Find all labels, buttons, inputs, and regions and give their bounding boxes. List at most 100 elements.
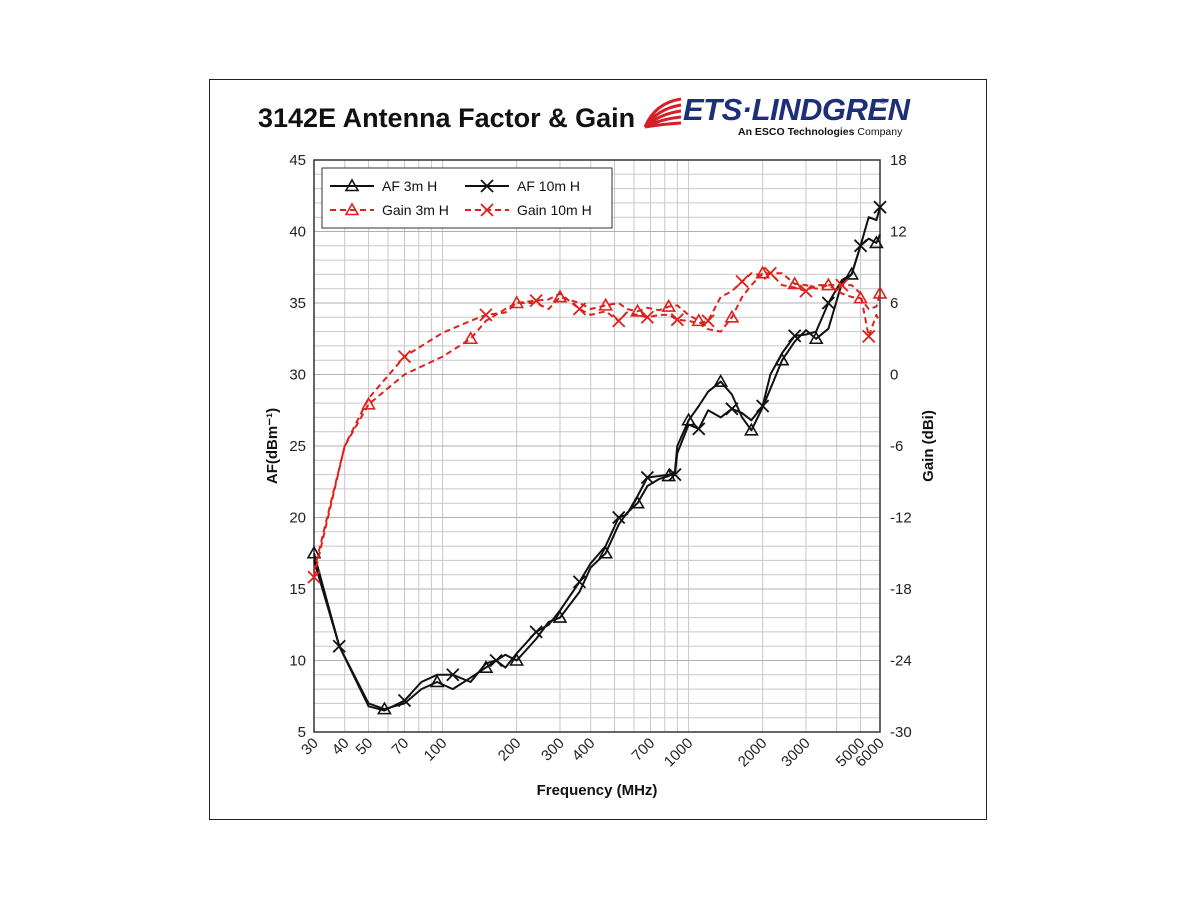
data-point	[735, 274, 749, 289]
data-point	[397, 693, 412, 708]
y-tick-label: 35	[289, 295, 306, 312]
legend-marker	[344, 202, 360, 216]
data-point-stroke	[612, 314, 626, 328]
data-point-stroke	[763, 266, 778, 280]
data-point-stroke	[735, 274, 749, 289]
x-axis-label: Frequency (MHz)	[537, 782, 658, 799]
y2-tick-label: 12	[890, 224, 907, 241]
data-point-stroke	[873, 200, 887, 214]
data-point-stroke	[489, 653, 503, 668]
series-af-10m-h	[313, 200, 887, 712]
y-tick-label: 25	[289, 438, 306, 455]
data-point	[691, 313, 707, 327]
data-point	[489, 653, 503, 668]
y2-tick-label: -6	[890, 438, 903, 455]
logo-tagline-bold: An ESCO Technologies	[738, 126, 855, 138]
y-tick-label: 30	[289, 367, 306, 384]
data-point	[868, 235, 884, 249]
data-point	[808, 331, 824, 345]
data-point	[755, 265, 771, 279]
legend-label: Gain 3m H	[382, 202, 449, 218]
data-point	[509, 652, 525, 666]
data-point-stroke	[307, 570, 321, 584]
legend-marker	[480, 179, 494, 193]
legend-marker-stroke	[480, 179, 494, 193]
legend-marker	[480, 203, 494, 217]
data-point	[572, 575, 587, 589]
series-line	[313, 272, 881, 572]
data-point	[872, 285, 888, 299]
y2-axis-label: Gain (dBi)	[920, 410, 937, 482]
data-point-stroke	[640, 470, 655, 485]
data-point	[572, 302, 587, 316]
legend: AF 3m H AF 10m H Gain 3m H Gain 10m H	[321, 167, 613, 229]
series-af-3m-h	[306, 234, 884, 715]
data-point-stroke	[668, 467, 682, 482]
x-tick-label: 300	[538, 735, 568, 765]
y2-tick-label: -24	[890, 653, 912, 670]
series-layer	[306, 200, 888, 715]
y-tick-label: 15	[289, 581, 306, 598]
data-point	[853, 290, 868, 304]
logo-registered-mark: ®	[880, 97, 886, 106]
data-point-stroke	[572, 575, 587, 589]
x-tick-label: 200	[495, 735, 525, 765]
data-point-stroke	[799, 284, 813, 298]
data-point	[661, 298, 677, 312]
series-line	[313, 272, 881, 578]
data-point	[844, 266, 859, 280]
legend-marker	[344, 178, 360, 192]
data-point-stroke	[397, 349, 412, 364]
data-point	[552, 289, 568, 303]
y-axis-ticks: 5 10 15 20 25 30 35 40 45	[289, 152, 306, 741]
x-tick-label: 3000	[778, 735, 814, 771]
data-point	[835, 278, 849, 292]
data-point	[332, 639, 346, 653]
data-point	[853, 239, 868, 253]
plot-area	[313, 159, 881, 733]
y-tick-label: 10	[289, 653, 306, 670]
data-point-stroke	[725, 402, 739, 416]
data-point	[692, 422, 706, 436]
data-point	[701, 314, 715, 328]
data-point	[612, 510, 626, 525]
data-point	[799, 284, 813, 298]
logo-waves-icon	[643, 97, 682, 129]
series-line	[313, 234, 881, 711]
data-point	[670, 313, 684, 327]
data-point-stroke	[670, 313, 684, 327]
data-point-stroke	[446, 668, 460, 682]
data-point-stroke	[529, 293, 543, 308]
y2-tick-label: -18	[890, 581, 912, 598]
x-tick-label: 400	[569, 735, 599, 765]
y-tick-label: 45	[289, 152, 306, 169]
data-point-stroke	[479, 308, 493, 322]
data-point-stroke	[529, 625, 543, 639]
data-point	[873, 200, 887, 214]
data-point	[668, 467, 682, 482]
data-point	[725, 402, 739, 416]
data-point	[640, 470, 655, 485]
legend-marker-stroke	[480, 203, 494, 217]
y2-tick-label: -30	[890, 724, 912, 741]
chart-title: 3142E Antenna Factor & Gain	[258, 103, 636, 133]
figure-frame	[209, 79, 987, 820]
y2-axis-ticks: -30 -24 -18 -12 -6 0 6 12 18	[890, 152, 912, 741]
x-tick-label: 50	[353, 735, 377, 759]
data-point-stroke	[853, 239, 868, 253]
x-tick-label: 100	[421, 735, 451, 765]
data-point-stroke	[835, 278, 849, 292]
logo-tagline-rest: Company	[854, 126, 903, 138]
data-point	[529, 625, 543, 639]
x-tick-label: 700	[629, 735, 659, 765]
data-point	[479, 308, 493, 322]
data-point-stroke	[862, 329, 876, 344]
data-point-stroke	[332, 639, 346, 653]
data-point	[307, 570, 321, 584]
data-point	[788, 329, 802, 343]
data-point	[763, 266, 778, 280]
logo-tagline: An ESCO Technologies Company	[738, 126, 902, 138]
data-point	[397, 349, 412, 364]
data-point	[640, 310, 655, 324]
y-axis-label: AF(dBm⁻¹)	[264, 408, 281, 484]
